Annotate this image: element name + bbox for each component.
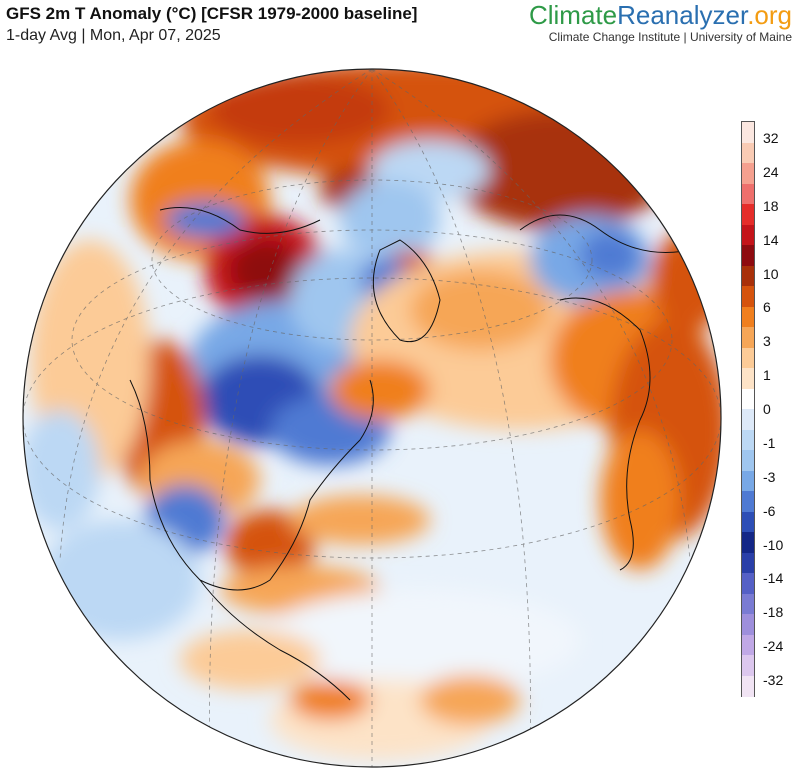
legend-swatch (742, 286, 754, 308)
globe-outline (22, 68, 722, 768)
brand-name: ClimateReanalyzer.org (529, 0, 792, 30)
anomaly-field (23, 69, 721, 767)
legend-swatch (742, 552, 754, 574)
legend-swatch (742, 265, 754, 287)
legend-label: -14 (763, 570, 784, 587)
legend-swatch (742, 183, 754, 205)
legend-swatch (742, 532, 754, 554)
legend-label: 14 (763, 231, 779, 248)
legend-swatch (742, 388, 754, 410)
legend-swatch (742, 491, 754, 513)
legend-swatch (742, 224, 754, 246)
legend-label: -18 (763, 604, 784, 621)
color-legend: 32 24 18 14 10 6 3 1 0 -1 -3 -6 -10 -14 -18 -24 -32 (741, 121, 795, 697)
legend-swatch (742, 122, 754, 144)
legend-swatch (742, 573, 754, 595)
legend-label: -1 (763, 434, 776, 451)
legend-label: 18 (763, 197, 779, 214)
map-title: GFS 2m T Anomaly (°C) [CFSR 1979-2000 ba… (6, 4, 418, 23)
legend-label: 0 (763, 401, 771, 417)
legend-label: -10 (763, 536, 784, 553)
legend-swatch (742, 245, 754, 267)
legend-swatch (742, 204, 754, 226)
brand-tagline: Climate Change Institute | University of… (548, 30, 792, 44)
legend-swatch (742, 470, 754, 492)
legend-swatch (742, 593, 754, 615)
legend-swatch (742, 368, 754, 390)
legend-label: -24 (763, 638, 784, 655)
legend-label: 3 (763, 333, 771, 350)
legend-label: -3 (763, 468, 776, 485)
legend-swatch (742, 511, 754, 533)
legend-swatch (742, 675, 754, 697)
legend-swatch (742, 409, 754, 431)
map-subtitle: 1-day Avg | Mon, Apr 07, 2025 (6, 27, 221, 44)
brand-logo[interactable]: ClimateReanalyzer.org Climate Change Ins… (529, 0, 792, 44)
coastlines (129, 207, 691, 701)
legend-swatch (742, 429, 754, 451)
legend-swatch (742, 614, 754, 636)
legend-swatch (742, 634, 754, 656)
globe-map (22, 68, 722, 768)
legend-colorbar (741, 121, 755, 697)
legend-swatch (742, 450, 754, 472)
brand-name-part3: .org (747, 0, 792, 30)
legend-label: 1 (763, 367, 771, 384)
legend-swatch (742, 347, 754, 369)
legend-swatch (742, 163, 754, 185)
legend-label: 32 (763, 130, 779, 146)
legend-label: 6 (763, 299, 771, 316)
legend-label: 24 (763, 163, 779, 180)
legend-swatch (742, 142, 754, 164)
brand-name-part2: Reanalyzer (617, 0, 748, 30)
brand-name-part1: Climate (528, 0, 618, 30)
legend-swatch (742, 655, 754, 677)
legend-label: -32 (763, 672, 784, 688)
legend-label: 10 (763, 265, 779, 282)
legend-swatch (742, 306, 754, 328)
legend-label: -6 (763, 502, 776, 519)
graticule-lines (23, 69, 721, 767)
legend-swatch (742, 327, 754, 349)
